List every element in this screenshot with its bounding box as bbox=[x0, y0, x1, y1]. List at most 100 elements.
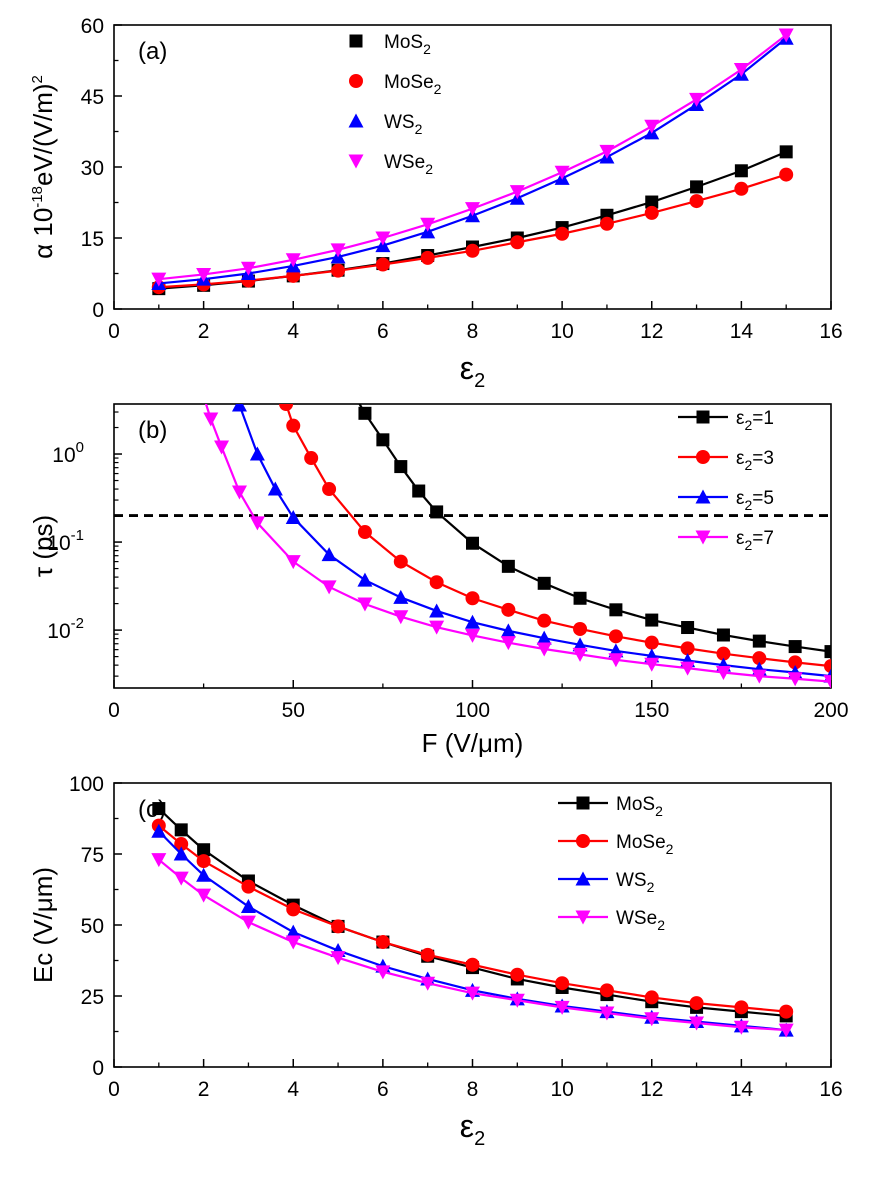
legend-item-c-2: WS2 bbox=[558, 870, 655, 895]
data-point-b-0 bbox=[412, 484, 426, 498]
x-tick-label-a: 8 bbox=[467, 320, 479, 343]
y-tick-label-b: 10-1 bbox=[47, 527, 84, 555]
data-point-b-2 bbox=[572, 637, 588, 652]
legend-item-c-0: MoS2 bbox=[558, 794, 663, 819]
x-tick-label-a: 4 bbox=[287, 320, 299, 343]
legend-item-a-3: WSe2 bbox=[348, 152, 433, 177]
legend-marker-c-0 bbox=[576, 796, 590, 810]
legend-c: MoS2 MoSe2 WS2 WSe2 bbox=[558, 794, 674, 933]
x-tick-label-b: 100 bbox=[455, 699, 490, 722]
data-point-b-3 bbox=[500, 636, 516, 651]
data-point-c-1 bbox=[555, 976, 570, 991]
data-point-b-1 bbox=[393, 554, 408, 569]
y-tick-label-c: 25 bbox=[81, 986, 104, 1009]
data-point-b-1 bbox=[573, 621, 588, 636]
y-tick-label-a: 0 bbox=[92, 299, 104, 322]
legend-marker-a-3 bbox=[348, 154, 364, 169]
data-point-c-3 bbox=[509, 993, 525, 1008]
data-point-b-2 bbox=[321, 547, 337, 562]
data-point-b-1 bbox=[268, 379, 282, 393]
data-point-b-0 bbox=[537, 576, 551, 590]
data-point-a-1 bbox=[375, 257, 390, 272]
y-axis-label-c: Ec (V/μm) bbox=[28, 867, 58, 983]
data-point-c-3 bbox=[375, 965, 391, 980]
data-point-b-2 bbox=[221, 378, 236, 392]
data-point-b-1 bbox=[716, 646, 731, 661]
plot-area-c bbox=[151, 802, 794, 1038]
series-line-c-1 bbox=[158, 824, 787, 1013]
legend-label-c-0: MoS2 bbox=[616, 794, 663, 819]
x-tick-label-c: 2 bbox=[198, 1078, 210, 1101]
y-tick-label-b: 10-2 bbox=[47, 615, 84, 643]
data-point-b-3 bbox=[357, 597, 373, 612]
legend-item-b-0: ε2=1 bbox=[678, 408, 774, 433]
data-point-b-3 bbox=[203, 412, 219, 427]
data-point-b-0 bbox=[716, 628, 730, 642]
data-point-b-0 bbox=[573, 591, 587, 605]
data-point-c-3 bbox=[599, 1006, 615, 1021]
data-point-b-2 bbox=[500, 623, 516, 638]
data-point-a-3 bbox=[285, 253, 301, 268]
data-point-c-3 bbox=[554, 1000, 570, 1015]
data-point-a-3 bbox=[509, 185, 525, 200]
data-point-a-0 bbox=[645, 195, 659, 209]
data-point-b-0 bbox=[501, 559, 515, 573]
data-point-b-3 bbox=[608, 653, 624, 668]
data-point-b-1 bbox=[304, 451, 319, 466]
legend-marker-b-2 bbox=[695, 489, 711, 504]
data-point-b-0 bbox=[645, 613, 659, 627]
data-point-a-0 bbox=[734, 164, 748, 178]
panel-a: 0 2 4 6 8 10 12 14 16 0 15 30 45 60 ε2 α 10-18eV/(V/m)2… bbox=[28, 15, 843, 392]
data-point-b-3 bbox=[787, 672, 803, 687]
data-point-b-3 bbox=[680, 661, 696, 676]
data-point-c-3 bbox=[778, 1023, 794, 1038]
data-point-a-1 bbox=[689, 194, 704, 209]
data-point-b-2 bbox=[249, 446, 265, 461]
data-point-c-1 bbox=[510, 967, 525, 982]
data-point-a-3 bbox=[151, 272, 167, 287]
data-point-b-0 bbox=[824, 645, 831, 659]
data-point-a-1 bbox=[779, 167, 794, 182]
data-point-c-1 bbox=[241, 879, 256, 894]
data-point-b-3 bbox=[393, 610, 409, 625]
data-point-a-1 bbox=[555, 226, 570, 241]
data-point-c-3 bbox=[151, 853, 167, 868]
data-point-b-0 bbox=[394, 460, 408, 474]
legend-a: MoS2 MoSe2 WS2 WSe2 bbox=[348, 32, 442, 177]
legend-label-c-2: WS2 bbox=[616, 870, 655, 895]
legend-marker-b-3 bbox=[695, 530, 711, 545]
data-point-a-1 bbox=[734, 181, 749, 196]
legend-marker-c-2 bbox=[575, 871, 591, 886]
data-point-b-2 bbox=[357, 572, 373, 587]
data-point-a-1 bbox=[510, 235, 525, 250]
legend-item-b-3: ε2=7 bbox=[678, 528, 774, 553]
x-tick-label-c: 12 bbox=[640, 1078, 663, 1101]
x-tick-label-a: 10 bbox=[550, 320, 573, 343]
data-point-b-1 bbox=[429, 575, 444, 590]
data-point-a-3 bbox=[644, 119, 660, 134]
data-point-b-2 bbox=[285, 510, 301, 525]
data-point-b-3 bbox=[751, 669, 767, 684]
data-point-b-3 bbox=[644, 657, 660, 672]
data-point-c-3 bbox=[465, 986, 480, 1001]
data-point-b-0 bbox=[609, 603, 623, 617]
panel-b: 0 50 100 150 200 100 10-1 10-2 F (V/μm) τ (ps) (b)… bbox=[28, 378, 849, 758]
x-tick-label-c: 6 bbox=[377, 1078, 389, 1101]
legend-marker-a-2 bbox=[348, 113, 364, 128]
x-tick-label-b: 50 bbox=[282, 699, 305, 722]
data-point-c-3 bbox=[689, 1016, 705, 1031]
data-point-b-1 bbox=[465, 591, 480, 606]
data-point-c-3 bbox=[240, 915, 256, 930]
legend-label-a-2: WS2 bbox=[384, 112, 423, 137]
data-point-b-3 bbox=[823, 675, 831, 688]
data-point-a-3 bbox=[689, 92, 705, 107]
data-point-c-1 bbox=[174, 837, 189, 852]
plot-area-a bbox=[151, 28, 794, 296]
data-point-a-3 bbox=[554, 165, 570, 180]
data-point-b-0 bbox=[681, 621, 695, 635]
plot-area-b bbox=[203, 378, 831, 688]
data-point-b-0 bbox=[466, 536, 479, 550]
legend-label-b-0: ε2=1 bbox=[736, 408, 774, 433]
legend-label-a-1: MoSe2 bbox=[384, 72, 442, 97]
